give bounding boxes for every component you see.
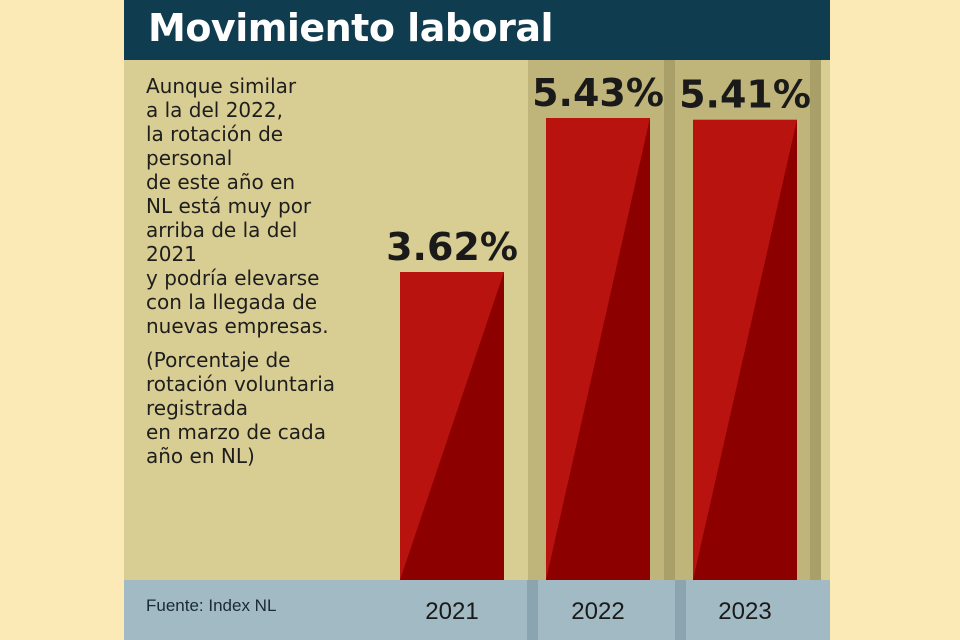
source-credit: Fuente: Index NL — [146, 596, 277, 615]
description-line: 2021 — [146, 242, 197, 266]
title-banner: Movimiento laboral — [124, 0, 830, 60]
bar-chart: 3.62% 2021 5.43% 2022 5.41% 2023 — [386, 71, 811, 625]
bar-2022: 5.43% 2022 — [532, 71, 664, 625]
note-line: año en NL) — [146, 444, 255, 468]
value-label: 5.43% — [532, 71, 664, 115]
note-line: rotación voluntaria — [146, 372, 336, 396]
description-line: Aunque similar — [146, 74, 297, 98]
category-label: 2023 — [718, 598, 771, 625]
footer-divider-shadow — [675, 580, 686, 640]
bar-2021: 3.62% 2021 — [386, 225, 518, 625]
category-label: 2022 — [571, 598, 624, 625]
description-line: personal — [146, 146, 233, 170]
value-label: 3.62% — [386, 225, 518, 269]
description-line: NL está muy por — [146, 194, 312, 218]
footer-band — [124, 580, 830, 640]
description-line: nuevas empresas. — [146, 314, 329, 338]
category-label: 2021 — [425, 598, 478, 625]
column-divider-shadow — [664, 60, 675, 640]
note-line: (Porcentaje de — [146, 348, 291, 372]
note-line: en marzo de cada — [146, 420, 326, 444]
value-label: 5.41% — [679, 73, 811, 117]
description-line: a la del 2022, — [146, 98, 283, 122]
description-line: arriba de la del — [146, 218, 298, 242]
column-divider-shadow — [810, 60, 821, 640]
note-line: registrada — [146, 396, 249, 420]
chart-panel: Movimiento laboral Aunque similar a la d… — [124, 0, 830, 640]
footer-divider-shadow — [527, 580, 538, 640]
description-line: la rotación de — [146, 122, 284, 146]
bar-shade — [546, 118, 650, 580]
bar-shade — [400, 272, 504, 580]
description-text: Aunque similar a la del 2022, la rotació… — [146, 74, 386, 338]
chart-title: Movimiento laboral — [148, 6, 554, 50]
bar-2023: 5.41% 2023 — [679, 73, 811, 625]
bar-shade — [693, 119, 797, 580]
description-block: Aunque similar a la del 2022, la rotació… — [146, 74, 386, 468]
description-line: y podría elevarse — [146, 266, 320, 290]
description-line: de este año en — [146, 170, 296, 194]
description-line: con la llegada de — [146, 290, 318, 314]
unit-note: (Porcentaje de rotación voluntaria regis… — [146, 348, 386, 468]
